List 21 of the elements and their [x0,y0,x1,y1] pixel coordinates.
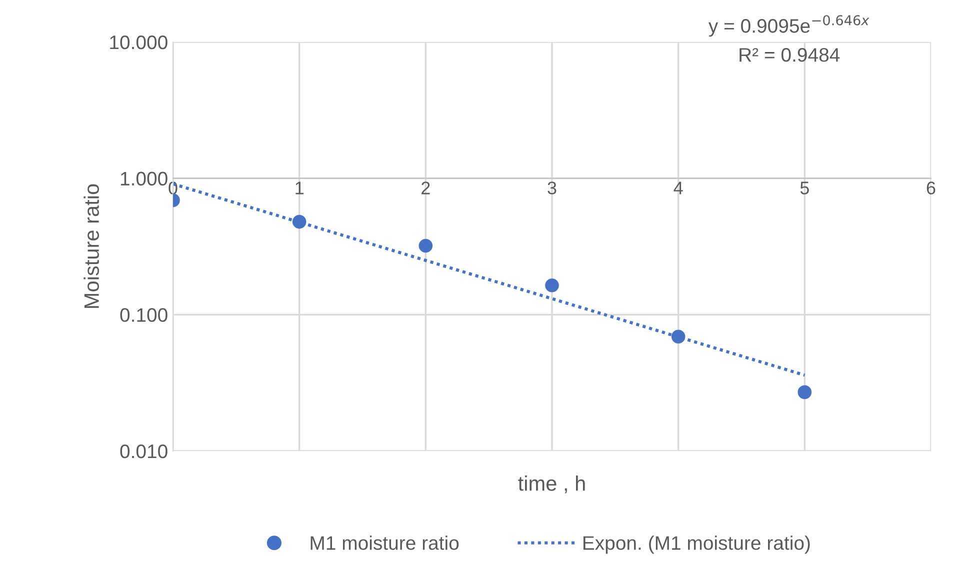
y-tick-label: 0.100 [120,308,168,322]
x-tick-label: 4 [674,182,683,194]
point [418,238,433,253]
legend-label: M1 moisture ratio [310,536,459,550]
y-tick-label: 10.000 [110,35,168,50]
y-tick-label: 0.010 [120,444,168,458]
x-tick-label: 5 [800,182,809,194]
x-tick-label: 1 [296,182,304,194]
point [798,385,812,400]
legend-label: Expon. (M1 moisture ratio) [583,536,810,554]
y-tick-label: 1.000 [120,172,168,186]
x-tick-label: 3 [548,182,556,194]
annotation: R² = 0.9484 [740,48,840,62]
point [545,278,559,292]
x-axis-title: time , h [518,476,585,494]
point [292,214,306,229]
x-tick-label: 2 [422,182,430,194]
y-axis-title: Moisture ratio [84,184,99,308]
text: y = 0.9095e$^{−0.646x}$ [708,15,870,37]
x-tick-label: 6 [926,182,936,194]
point [671,330,686,344]
